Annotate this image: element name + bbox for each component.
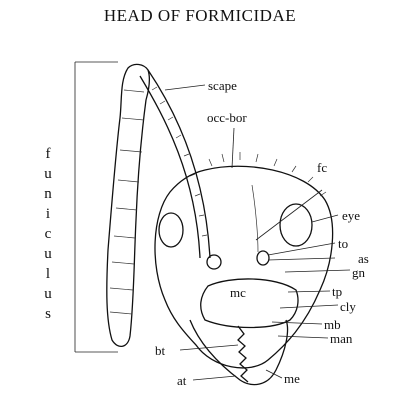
funiculus-letter: u (44, 166, 52, 182)
label-at: at (177, 373, 187, 388)
funiculus-letter: u (44, 246, 52, 262)
label-mb: mb (324, 317, 341, 332)
label-bt: bt (155, 343, 166, 358)
funiculus-letter: s (45, 306, 51, 322)
label-to: to (338, 236, 348, 251)
leader-lines (164, 84, 351, 381)
eye-left (158, 212, 184, 248)
antennal-socket (256, 250, 270, 266)
label-eye: eye (342, 208, 360, 223)
label-mc: mc (230, 285, 246, 300)
funiculus-letter: c (45, 226, 52, 242)
eye-right (279, 203, 313, 247)
funiculus-letter: u (44, 286, 52, 302)
label-as: as (358, 251, 369, 266)
label-me: me (284, 371, 300, 386)
funiculus-letter: i (46, 206, 50, 222)
funiculus-bracket (74, 61, 118, 353)
label-fc: fc (317, 160, 327, 175)
label-gn: gn (352, 265, 366, 280)
label-man: man (330, 331, 353, 346)
label-occ-bor: occ-bor (207, 110, 247, 125)
head-capsule (154, 152, 334, 386)
antenna (106, 63, 222, 347)
funiculus-letter: l (46, 266, 50, 282)
diagram-title: HEAD OF FORMICIDAE (103, 6, 297, 25)
funiculus-letter: n (44, 186, 52, 202)
label-cly: cly (340, 299, 356, 314)
funiculus-letter: f (46, 146, 51, 162)
label-tp: tp (332, 284, 342, 299)
label-scape: scape (208, 78, 237, 93)
